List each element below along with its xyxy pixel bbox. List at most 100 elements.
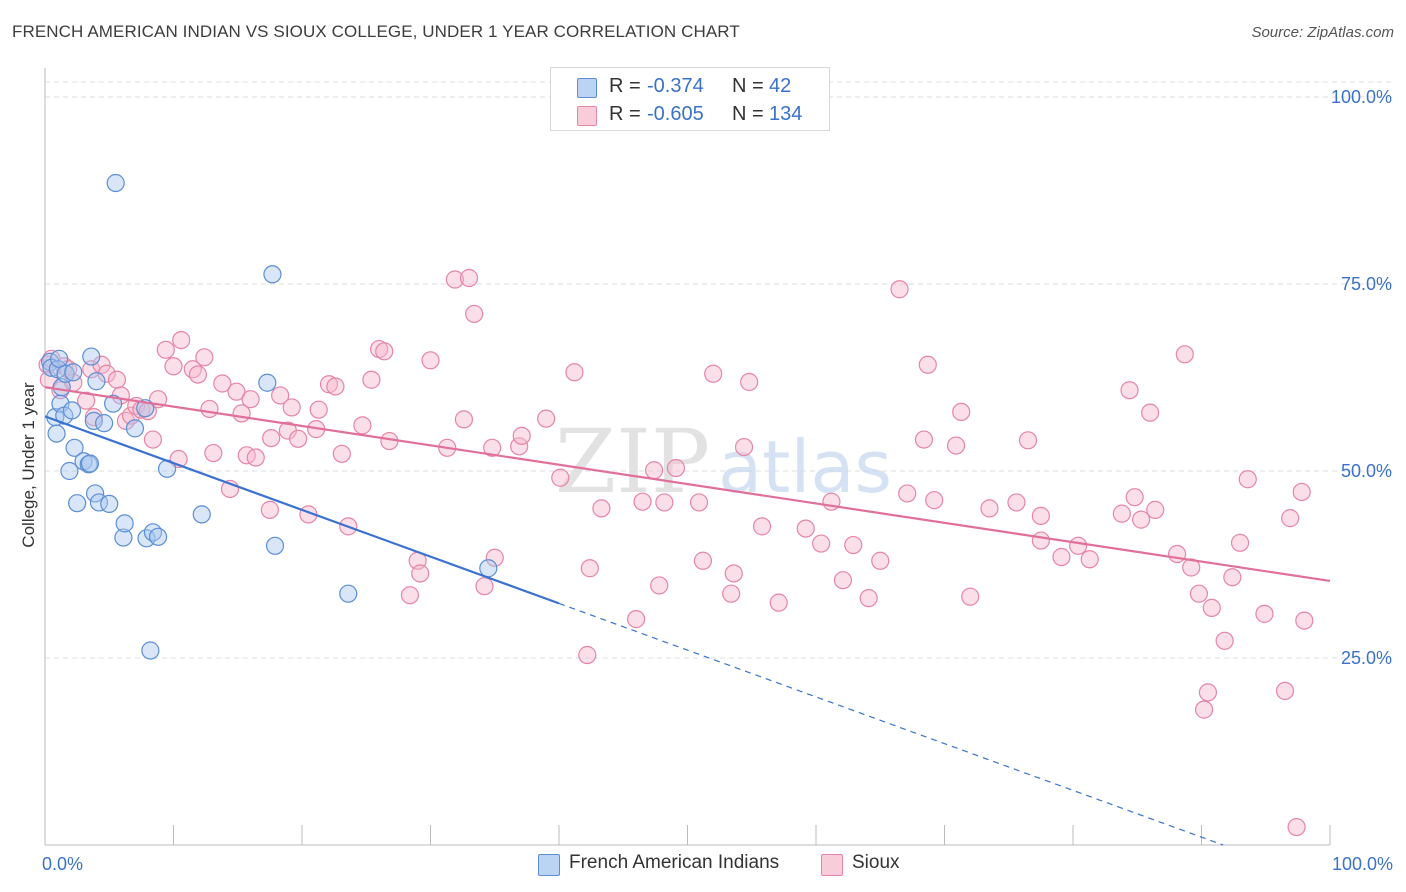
sioux-point	[704, 364, 723, 383]
sioux-point	[282, 398, 301, 417]
sioux-point	[1052, 547, 1071, 567]
sioux-point	[626, 610, 646, 629]
sioux-point	[260, 500, 279, 519]
sioux-point	[537, 409, 556, 428]
series-sioux	[38, 268, 1314, 837]
sioux-point	[812, 534, 831, 553]
french-american-indians-point	[148, 527, 168, 546]
sioux-point	[1146, 500, 1165, 519]
sioux-point	[246, 448, 265, 467]
legend-n-label: N =	[732, 103, 764, 125]
sioux-point	[551, 468, 570, 487]
sioux-point	[1018, 431, 1038, 450]
sioux-point	[1295, 611, 1314, 630]
sioux-point	[918, 355, 937, 374]
french-american-indians-point	[86, 484, 105, 503]
sioux-point	[580, 559, 599, 578]
sioux-point	[204, 443, 223, 463]
french-american-indians-point	[87, 372, 106, 391]
sioux-point	[195, 348, 214, 367]
axes	[44, 68, 1331, 846]
blue-swatch-icon	[577, 78, 597, 98]
sioux-point	[1069, 536, 1088, 555]
sioux-point	[952, 402, 971, 422]
sioux-point	[1238, 470, 1257, 489]
sioux-point	[946, 436, 966, 455]
sioux-point	[1031, 506, 1050, 525]
sioux-point	[644, 461, 664, 480]
watermark-atlas: atlas	[718, 425, 892, 509]
sioux-point	[362, 370, 381, 389]
sioux-point	[1125, 488, 1144, 507]
sioux-point	[411, 564, 430, 583]
y-tick-label: 25.0%	[1341, 648, 1392, 668]
sioux-point	[592, 499, 611, 518]
sioux-point	[510, 437, 529, 456]
french-american-indians-point	[192, 505, 211, 524]
legend-n-value: 42	[769, 75, 792, 97]
sioux-point	[1031, 531, 1050, 550]
sioux-trend-line	[44, 386, 1331, 583]
sioux-point	[107, 370, 127, 389]
sioux-point	[1215, 631, 1234, 650]
sioux-point	[890, 280, 909, 299]
sioux-point	[1275, 681, 1295, 701]
sioux-point	[565, 363, 584, 382]
sioux-point	[1255, 604, 1274, 623]
french-american-indians-trend-extension	[558, 602, 1224, 846]
sioux-point	[1167, 544, 1187, 564]
french-american-indians-point	[60, 461, 79, 481]
sioux-point	[689, 493, 709, 512]
legend-r-value: -0.605	[647, 103, 704, 125]
sioux-point	[164, 357, 183, 376]
sioux-point	[1194, 700, 1214, 719]
sioux-point	[485, 548, 504, 567]
sioux-point	[1080, 550, 1099, 569]
sioux-point	[859, 589, 878, 608]
french-american-indians-trend-line	[44, 415, 560, 605]
pink-swatch-icon	[577, 106, 597, 126]
french-american-indians-point	[104, 394, 123, 413]
sioux-point	[650, 576, 669, 595]
sioux-point	[172, 331, 191, 350]
sioux-point	[143, 430, 163, 449]
sioux-point	[289, 429, 308, 448]
sioux-point	[1230, 533, 1250, 552]
sioux-point	[578, 645, 597, 665]
sioux-point	[740, 372, 759, 392]
sioux-point	[156, 340, 175, 359]
french-american-indians-point	[263, 265, 282, 284]
french-american-indians-point	[80, 454, 100, 473]
sioux-point	[980, 499, 999, 518]
sioux-point	[1292, 482, 1311, 502]
sioux-point	[769, 593, 788, 612]
sioux-point	[271, 386, 290, 405]
sioux-point	[752, 517, 772, 536]
trend-lines	[44, 386, 1331, 846]
french-american-indians-point	[106, 173, 125, 193]
sioux-point	[1223, 568, 1242, 587]
french-american-indians-point	[68, 494, 87, 513]
sioux-point	[188, 365, 208, 384]
blue-swatch-icon	[538, 854, 560, 876]
sioux-point	[1120, 381, 1139, 400]
sioux-point	[655, 493, 674, 512]
sioux-point	[1140, 403, 1160, 422]
sioux-point	[724, 564, 743, 583]
legend-label: Sioux	[852, 852, 900, 873]
sioux-point	[844, 535, 863, 555]
sioux-point	[914, 430, 934, 449]
sioux-point	[400, 586, 420, 605]
sioux-point	[961, 587, 980, 606]
sioux-point	[262, 428, 281, 448]
sioux-point	[309, 400, 328, 419]
legend-row-blue: R = -0.374 N = 42	[551, 72, 829, 102]
sioux-point	[227, 382, 246, 401]
y-tick-label: 75.0%	[1341, 274, 1392, 294]
sioux-point	[483, 438, 502, 457]
french-american-indians-point	[79, 455, 98, 474]
french-american-indians-point	[125, 419, 145, 438]
sioux-point	[97, 364, 116, 383]
french-american-indians-point	[339, 584, 358, 603]
legend-n-label: N =	[732, 75, 764, 97]
